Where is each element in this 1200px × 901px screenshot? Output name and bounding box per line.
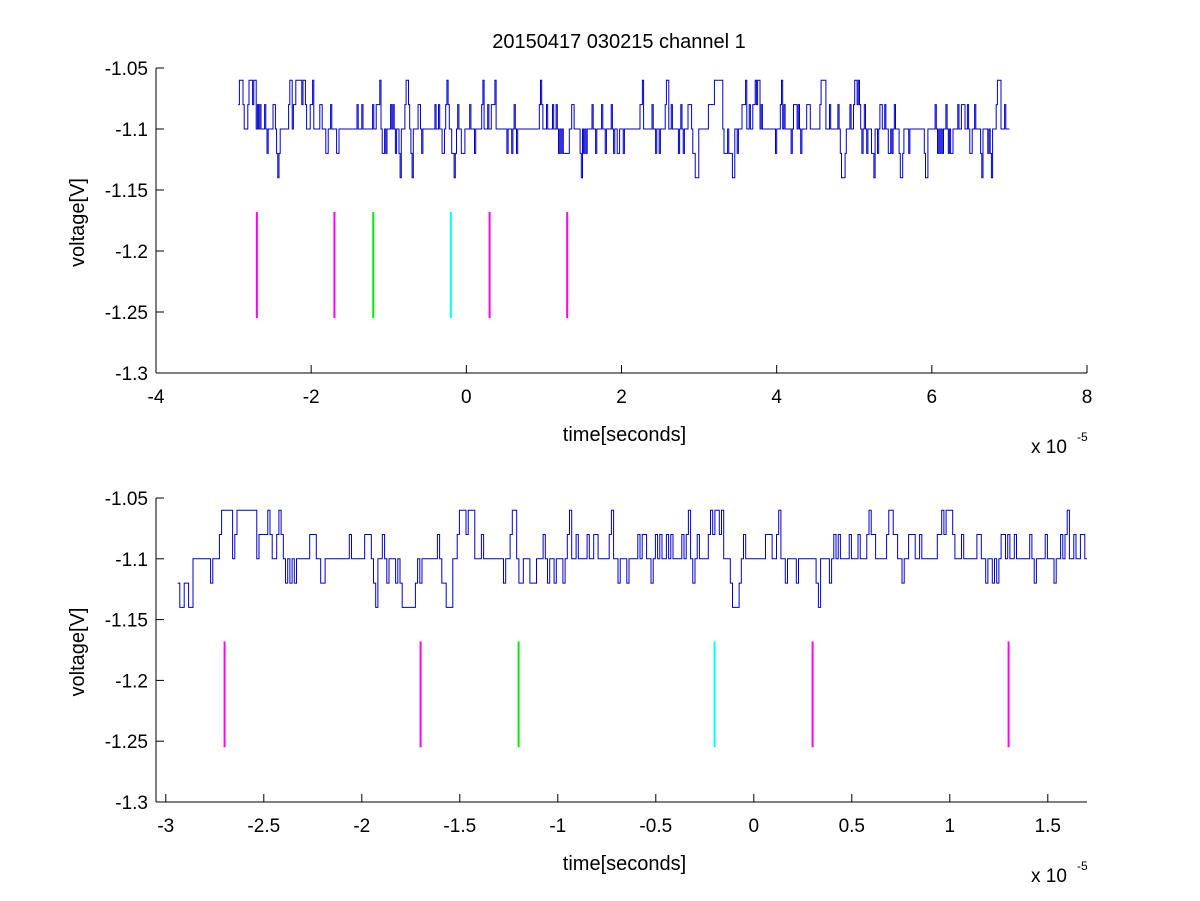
y-tick-label: -1.25 <box>105 732 148 753</box>
bottom-plot: -3 -2.5 -2 -1.5 -1 -0.5 0 0.5 1 1.5 -1.3 -1.25 -1.2 -… <box>67 489 1088 887</box>
x-tick-label: 4 <box>771 387 782 408</box>
x-tick-label: 6 <box>927 387 938 408</box>
x-tick-label: 0 <box>749 816 760 837</box>
y-axis-title: voltage[V] <box>67 608 89 697</box>
x-exponent-label: x 10 <box>1031 437 1067 458</box>
x-axis-title: time[seconds] <box>563 424 686 446</box>
y-tick-label: -1.15 <box>105 611 148 632</box>
figure-title: 20150417 030215 channel 1 <box>492 31 746 53</box>
x-tick-label: 2 <box>616 387 627 408</box>
x-exponent-label: x 10 <box>1031 866 1067 887</box>
x-tick-label: -0.5 <box>639 816 672 837</box>
x-tick-label: 0 <box>461 387 472 408</box>
x-axis-title: time[seconds] <box>563 853 686 875</box>
voltage-trace <box>177 509 1087 608</box>
x-tick-label: 1 <box>945 816 956 837</box>
x-tick-label: -2 <box>303 387 320 408</box>
x-exponent-power: -5 <box>1077 430 1088 444</box>
x-tick-label: 0.5 <box>839 816 865 837</box>
y-tick-label: -1.3 <box>115 793 148 814</box>
x-tick-label: -1.5 <box>443 816 476 837</box>
x-exponent-power: -5 <box>1077 859 1088 873</box>
x-tick-label: -2.5 <box>247 816 280 837</box>
y-tick-label: -1.2 <box>115 671 148 692</box>
x-tick-label: -2 <box>353 816 370 837</box>
y-tick-label: -1.1 <box>115 120 148 141</box>
y-tick-label: -1.15 <box>105 181 148 202</box>
y-tick-label: -1.05 <box>105 59 148 80</box>
x-tick-label: 8 <box>1082 387 1093 408</box>
x-tick-label: -3 <box>157 816 174 837</box>
y-tick-label: -1.05 <box>105 489 148 510</box>
y-tick-label: -1.2 <box>115 242 148 263</box>
y-tick-label: -1.1 <box>115 550 148 571</box>
top-plot: -4 -2 0 2 4 6 8 -1.3 -1.25 -1.2 -1.15 -1.1 -1.05 time… <box>67 59 1092 458</box>
y-axis-title: voltage[V] <box>67 178 89 267</box>
x-tick-label: -1 <box>549 816 566 837</box>
x-tick-label: -4 <box>148 387 165 408</box>
y-tick-label: -1.25 <box>105 303 148 324</box>
y-tick-label: -1.3 <box>115 364 148 385</box>
voltage-trace <box>238 79 1010 179</box>
x-tick-label: 1.5 <box>1035 816 1061 837</box>
